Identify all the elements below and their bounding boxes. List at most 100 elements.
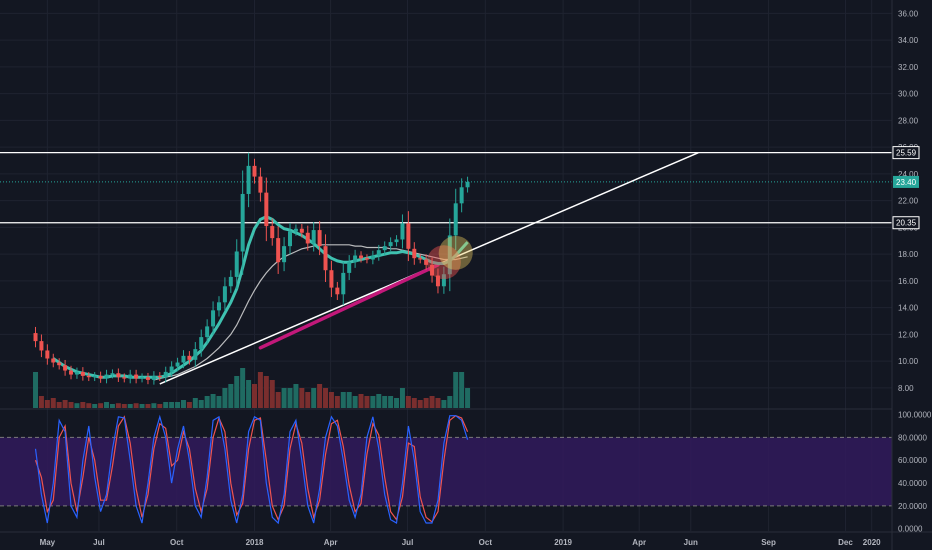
price-tick-label: 34.00 [898,36,919,45]
volume-bar [328,392,334,408]
volume-bar [133,403,139,408]
candle-body [86,375,91,378]
price-axis[interactable]: 36.0034.0032.0030.0028.0026.0024.0022.00… [898,9,919,393]
candle-body [187,355,192,360]
time-tick-label: Sep [761,538,776,547]
candle-body [252,165,257,177]
volume-bar [127,404,133,408]
candle-body [140,377,145,379]
time-tick-label: Apr [324,538,338,547]
oscillator-axis[interactable]: 100.0000 80.0000 60.0000 40.0000 20.0000 0.00… [898,411,932,534]
volume-bar [92,404,98,408]
candle-body [441,274,446,287]
volume-bar [109,404,115,408]
candle-body [394,239,399,243]
oscillator-lines [34,414,469,525]
volume-bar [80,402,86,408]
candle-body [39,341,44,351]
highlight-markers[interactable] [426,235,473,280]
volume-bar [44,400,50,408]
candle-body [406,223,411,249]
time-tick-label: Jul [402,538,414,547]
candle-body [51,358,56,363]
candle-body [45,350,50,359]
time-tick-label: Oct [170,538,184,547]
volume-bar [346,392,352,408]
volume-bar [234,376,240,408]
candle-body [122,377,127,379]
oscillator-k-line [34,414,469,525]
candle-body [388,242,393,247]
oscillator-d-line [34,415,469,523]
volume-bar [175,402,181,408]
volume-bar [98,403,104,408]
candle-body [175,362,180,367]
candle-body [364,258,369,260]
volume-bar [299,388,305,408]
volume-bar [358,394,364,408]
volume-bar [121,404,127,408]
candle-body [33,333,38,342]
price-tick-label: 28.00 [898,116,919,125]
time-tick-label: 2018 [246,538,264,547]
candle-body [282,246,287,263]
volume-bar [399,388,405,408]
time-tick-label: May [40,538,56,547]
volume-bar [441,400,447,408]
horizontal-price-lines[interactable] [0,152,892,224]
time-tick-label: 2020 [863,538,881,547]
candle-body [293,228,298,232]
volume-bar [192,398,198,408]
price-tick-label: 14.00 [898,304,919,313]
trend-drawings[interactable] [159,151,699,385]
volume-bar [287,388,293,408]
volume-bar [340,392,346,408]
candle-body [258,176,263,193]
last-price-tag-label: 23.40 [896,178,917,187]
time-axis[interactable]: May Jul Oct 2018 Apr Jul Oct 2019 Apr Jun Sep Dec 20… [40,538,882,547]
candle-body [459,187,464,204]
volume-bar [62,400,68,408]
highlight-circle[interactable] [426,245,461,280]
last-price-tag [893,175,919,188]
candle-body [299,228,304,233]
volume-bar [38,396,44,408]
candle-body [335,287,340,295]
volume-bar [388,396,394,408]
volume-bar [394,398,400,408]
highlight-circle[interactable] [438,235,473,270]
candle-body [453,203,458,236]
candle-body [270,226,275,239]
level-price-tag [892,216,920,230]
volume-bar [263,376,269,408]
candle-body [329,270,334,288]
volume-bar [104,402,110,408]
candle-body [205,326,210,338]
volume-bar [115,403,121,408]
candle-body [104,374,109,379]
volume-bar [417,400,423,408]
candle-body [199,337,204,350]
candle-body [134,374,139,379]
level-price-tag [892,146,920,160]
volume-bar [257,372,263,408]
price-tick-label: 10.00 [898,357,919,366]
volume-bar [180,400,186,408]
highlight-segment[interactable] [258,263,440,350]
candle-body [400,223,405,240]
oscillator-tick-label: 0.0000 [898,525,923,534]
oscillator-tick-label: 80.0000 [898,433,927,442]
candle-body [128,374,133,379]
oscillator-tick-label: 20.0000 [898,502,927,511]
volume-bar [157,404,163,408]
volume-bar [305,392,311,408]
candle-body [465,181,470,188]
oscillator-tick-label: 100.0000 [898,411,932,420]
volume-bar [145,404,151,408]
volume-bar [364,396,370,408]
price-tick-label: 24.00 [898,170,919,179]
volume-bar [269,380,275,408]
candle-body [57,362,62,366]
volume-bar [370,396,376,408]
